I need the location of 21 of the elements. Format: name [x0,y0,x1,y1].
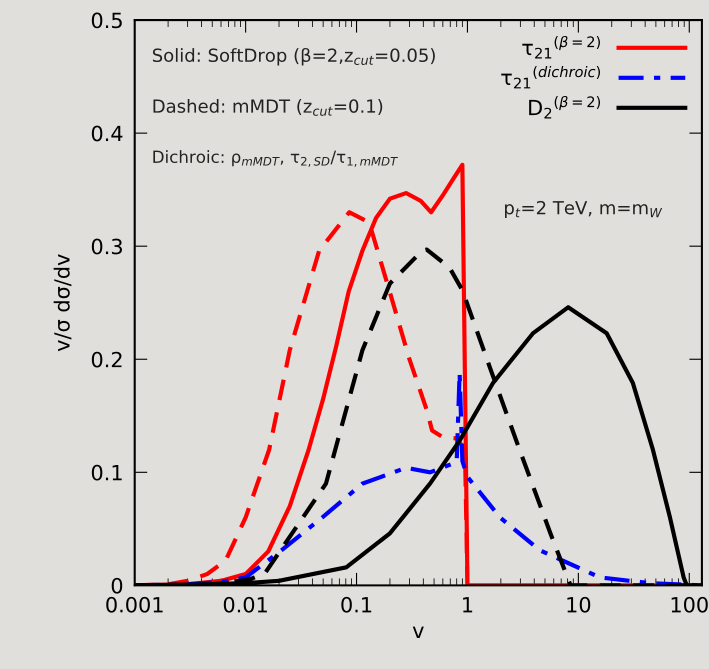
y-axis-title: v/σ dσ/dv [54,254,72,352]
y-tick-label: 0.1 [92,464,122,481]
x-tick-label: 0.001 [106,596,163,613]
annotation: Solid: SoftDrop (β=2,z$_{cut}$=0.05) [152,48,435,66]
y-tick-label: 0.5 [92,12,122,28]
x-tick-label: 0.1 [341,596,372,613]
annotation: p$_{t}$=2 TeV, m=m$_{W}$ [505,200,662,218]
x-tick-label: 0.01 [224,596,267,613]
legend-label: τ$_{21}$$^{(dichroic)}$ [501,66,600,88]
y-tick-label: 0.3 [92,238,122,254]
y-tick-label: 0 [112,578,122,594]
x-tick-label: 100 [672,596,708,613]
y-tick-label: 0.2 [92,352,122,368]
x-axis-title: v [412,626,424,638]
legend-label: τ$_{21}$$^{(β=2)}$ [522,36,600,59]
legend-label: D$_{2}$$^{(β=2)}$ [529,96,600,119]
annotation: Dichroic: ρ$_{mMDT}$, τ$_{2,SD}$/τ$_{1,mMDT}$ [153,150,398,167]
y-tick-label: 0.4 [92,126,122,142]
annotation: Dashed: mMDT (z$_{cut}$=0.1) [154,98,382,116]
x-tick-label: 10 [567,596,590,613]
x-tick-label: 1 [463,597,472,612]
